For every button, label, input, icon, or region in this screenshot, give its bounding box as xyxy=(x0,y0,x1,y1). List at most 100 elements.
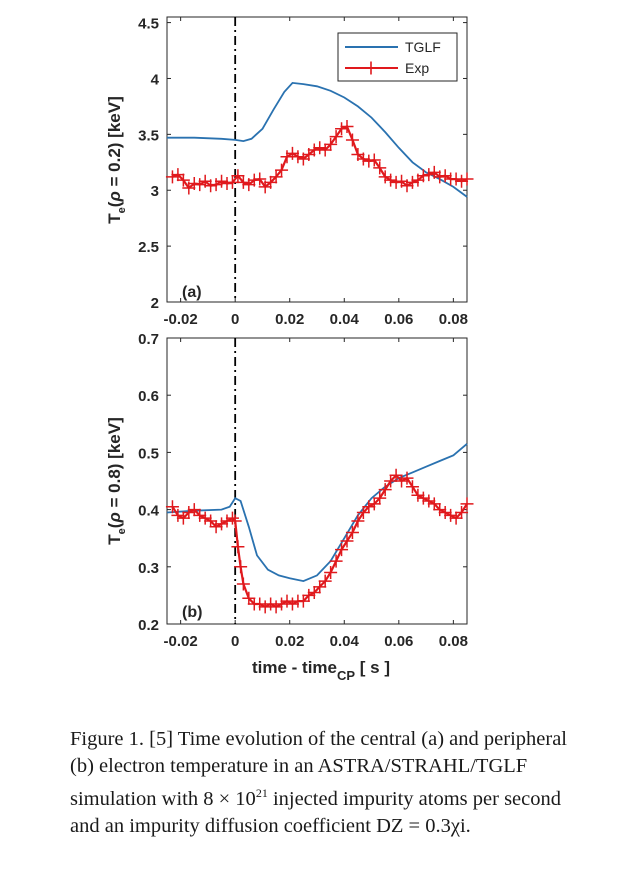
panel-b-exp-point xyxy=(384,474,398,488)
panel-a-exp-point xyxy=(367,153,381,167)
panel-a-exp-point xyxy=(264,175,278,189)
panel-a-plot xyxy=(165,17,474,302)
panel-a-exp-point xyxy=(280,150,294,164)
panel-b-exp-point xyxy=(356,505,370,519)
panel-a-ytick-label: 2 xyxy=(151,295,159,312)
panel-b-exp-point xyxy=(427,497,441,511)
panel-a-exp-point xyxy=(253,172,267,186)
panel-a-exp-point xyxy=(378,170,392,184)
panel-b-exp-point xyxy=(324,566,338,580)
panel-a-exp-point xyxy=(204,179,218,193)
panel-b-ytick-label: 0.6 xyxy=(138,388,159,405)
panel-a-exp-point xyxy=(345,133,359,147)
panel-b-exp-point xyxy=(411,488,425,502)
panel-a-xtick-label: 0.08 xyxy=(439,311,468,328)
panel-b-xlabel: time - timeCP [ s ] xyxy=(252,658,390,683)
panel-b-exp-point xyxy=(345,525,359,539)
panel-b-exp-point xyxy=(351,514,365,528)
panel-b-exp-point xyxy=(285,597,299,611)
panel-b-exp-point xyxy=(373,491,387,505)
panel-a-exp-point xyxy=(193,178,207,192)
panel-a-exp-point xyxy=(433,170,447,184)
panel-b-exp-point xyxy=(228,514,242,528)
panel-a-ylabel: Te(ρ = 0.2) [keV] xyxy=(105,96,128,223)
panel-b-exp-point xyxy=(234,560,248,574)
panel-a-exp-point xyxy=(225,175,239,189)
panel-b-exp-point xyxy=(165,500,179,514)
panel-a-exp-point xyxy=(318,143,332,157)
panel-a-exp-point xyxy=(356,152,370,166)
panel-b-exp-point xyxy=(264,597,278,611)
panel-a-xtick-label: 0.06 xyxy=(384,311,413,328)
panel-b-exp-point xyxy=(340,534,354,548)
panel-a-exp-point xyxy=(231,169,245,183)
panel-a-exp-point xyxy=(209,178,223,192)
panel-a-exp-point xyxy=(291,150,305,164)
panel-b-xtick-label: 0.08 xyxy=(439,633,468,650)
panel-b-exp-point xyxy=(405,480,419,494)
panel-a-exp-point xyxy=(215,174,229,188)
panel-b-xtick-label: 0 xyxy=(231,633,239,650)
panel-b-ticks: -0.02 0 0.02 0.04 0.06 0.08 0.2 0.3 0.4 0.5 0.6 0.7 xyxy=(138,331,468,650)
figure-caption: Figure 1. [5] Time evolution of the cent… xyxy=(70,726,590,840)
panel-b-plot xyxy=(165,338,474,624)
panel-a-xtick-label: 0.02 xyxy=(275,311,304,328)
panel-b-exp-point xyxy=(313,580,327,594)
legend-exp-label: Exp xyxy=(405,60,429,76)
panel-b-exp-point xyxy=(204,514,218,528)
panel-a-exp-point xyxy=(275,163,289,177)
panel-b-exp-point xyxy=(318,574,332,588)
panel-a-ytick-label: 4 xyxy=(151,71,160,88)
legend: TGLF Exp xyxy=(337,32,458,82)
panel-b-exp-point xyxy=(378,483,392,497)
panel-b-ytick-label: 0.5 xyxy=(138,445,159,462)
panel-b-exp-point xyxy=(182,505,196,519)
panel-a-label: (a) xyxy=(182,284,202,301)
panel-b-exp-point xyxy=(215,517,229,531)
panel-a-exp-point xyxy=(449,172,463,186)
panel-a-exp-point xyxy=(269,170,283,184)
panel-b-tglf-line xyxy=(166,443,468,583)
panel-b-ytick-label: 0.7 xyxy=(138,331,159,348)
panel-a-exp-point xyxy=(422,168,436,182)
panel-a-exp-point xyxy=(324,137,338,151)
panel-b-exp-point xyxy=(253,597,267,611)
legend-box xyxy=(337,32,458,82)
panel-b-exp-point xyxy=(449,511,463,525)
panel-a-exp-point xyxy=(455,174,469,188)
panel-a-exp-point xyxy=(384,173,398,187)
panel-a-tglf-line xyxy=(167,81,468,198)
panel-b-exp-point xyxy=(433,503,447,517)
panel-a-ticks: -0.02 0 0.02 0.04 0.06 0.08 2 2.5 3 3.5 4 4.5 xyxy=(138,16,468,328)
panel-b: -0.02 0 0.02 0.04 0.06 0.08 0.2 0.3 0.4 0.5 0.6 0.7… xyxy=(105,331,474,683)
panel-b-exp-point xyxy=(171,508,185,522)
panel-b-exp-point xyxy=(362,500,376,514)
panel-a-xtick-label: -0.02 xyxy=(164,311,198,328)
panel-a-exp-point xyxy=(400,179,414,193)
panel-a-exp-point xyxy=(405,175,419,189)
panel-b-exp-point xyxy=(225,511,239,525)
panel-b-exp-point xyxy=(444,508,458,522)
panel-a-ytick-label: 2.5 xyxy=(138,239,159,256)
panel-b-exp-point xyxy=(422,494,436,508)
panel-b-ylabel: Te(ρ = 0.8) [keV] xyxy=(105,417,128,544)
figure-svg: -0.02 0 0.02 0.04 0.06 0.08 2 2.5 3 3.5 4 4.5 Te(ρ … xyxy=(105,16,474,683)
panel-a-ytick-label: 3 xyxy=(151,183,159,200)
panel-a-exp-point xyxy=(165,170,179,184)
panel-b-exp-point xyxy=(231,540,245,554)
panel-a: -0.02 0 0.02 0.04 0.06 0.08 2 2.5 3 3.5 4 4.5 Te(ρ … xyxy=(105,16,474,328)
panel-b-ytick-label: 0.3 xyxy=(138,560,159,577)
legend-tglf-label: TGLF xyxy=(405,39,441,55)
panel-b-exp-point xyxy=(302,588,316,602)
panel-a-xtick-label: 0 xyxy=(231,311,239,328)
panel-b-exp-point xyxy=(258,600,272,614)
panel-b-exp-point xyxy=(329,554,343,568)
panel-b-exp-point xyxy=(275,597,289,611)
panel-a-exp-point xyxy=(187,177,201,191)
panel-b-exp-point xyxy=(367,497,381,511)
panel-a-exp-point xyxy=(340,120,354,134)
panel-b-label: (b) xyxy=(182,604,202,621)
caption-text-after: injected impurity atoms per second and a… xyxy=(70,787,561,837)
panel-b-axes-box xyxy=(166,337,468,625)
panel-a-exp-point xyxy=(389,175,403,189)
